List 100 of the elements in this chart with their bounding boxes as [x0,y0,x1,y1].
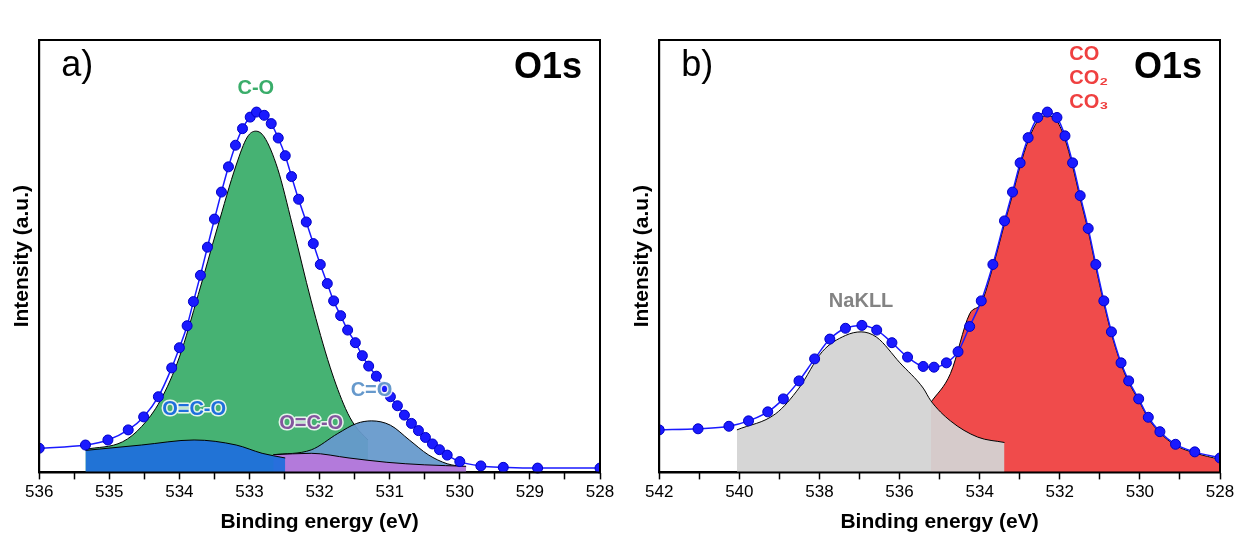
point [1041,106,1053,118]
point [229,139,241,151]
point [102,434,114,446]
x-tick-label: 536 [885,482,914,502]
point [1059,130,1071,142]
point [839,322,851,334]
chart-title: O1s [1133,44,1202,86]
point [1123,375,1135,387]
point [166,362,178,374]
x-tick-label: 535 [95,482,124,502]
point [1082,222,1094,234]
point [201,241,213,253]
point [762,406,774,418]
y-axis-title: Intensity (a.u.) [629,185,653,328]
point [314,258,326,270]
point [236,123,248,135]
x-tick-label: 531 [375,482,404,502]
x-tick-label: 534 [165,482,194,502]
point [279,150,291,162]
point [419,431,431,443]
point [265,118,277,130]
x-axis-title: Binding energy (eV) [220,509,419,533]
point [433,444,445,456]
point [286,171,298,183]
point [1051,111,1063,123]
point [856,319,868,331]
point [886,337,898,349]
text: b) [681,42,714,84]
x-tick-label: 530 [1125,482,1155,502]
x-tick-label: 532 [1045,482,1074,502]
x-tick-label: 534 [965,482,994,502]
point [809,353,821,365]
point [1115,357,1127,369]
point [187,296,199,308]
point [122,424,134,436]
x-tick-label: 540 [725,482,754,502]
point [1142,411,1154,423]
point [335,310,347,322]
point [342,324,354,336]
point [793,375,805,387]
point [824,333,836,345]
x-tick-label: 542 [645,482,674,502]
point [152,391,164,403]
point [391,400,403,412]
point [692,423,704,435]
point [208,213,220,225]
point [426,438,438,450]
point [300,216,312,228]
point [917,360,929,372]
point [293,193,305,205]
point [928,361,940,373]
point [1170,438,1182,450]
point [307,238,319,250]
x-axis-title: Binding energy (eV) [840,509,1039,533]
point [258,109,270,121]
point [194,269,206,281]
point [1007,186,1018,198]
point [902,351,914,363]
series-label: NaKLL [828,289,894,312]
point [1189,446,1201,458]
series-label: O=C-O [162,397,227,420]
point [173,342,185,354]
point [349,337,361,349]
point [871,324,883,336]
point [1098,295,1110,307]
point [1014,157,1026,169]
x-tick-label: 533 [235,482,264,502]
point [975,295,987,307]
point [777,393,789,405]
x-tick-label: 529 [515,482,545,502]
point [363,360,375,372]
point [1067,157,1079,169]
point [475,460,487,472]
point [1105,326,1117,338]
point [321,278,333,290]
point [1022,132,1034,144]
point [723,420,735,432]
point [138,411,150,423]
x-tick-label: 538 [805,482,834,502]
point [987,258,999,270]
chart-title: O1s [513,44,582,86]
point [272,132,284,144]
point [356,350,368,362]
series-label: O=C-O [279,410,344,433]
point [743,415,755,427]
point [215,186,227,198]
point [964,320,976,332]
series-label: C-O [237,76,275,99]
x-tick-label: 528 [585,482,615,502]
point [940,357,952,369]
x-tick-label: 532 [305,482,334,502]
text: a) [61,42,94,84]
point [441,449,453,461]
point [1133,393,1145,405]
point [181,320,193,332]
point [398,409,410,421]
point [454,456,466,468]
point [1032,111,1044,123]
x-tick-label: 530 [445,482,474,502]
series-label: CO CO₂ CO₃ [1069,41,1109,112]
